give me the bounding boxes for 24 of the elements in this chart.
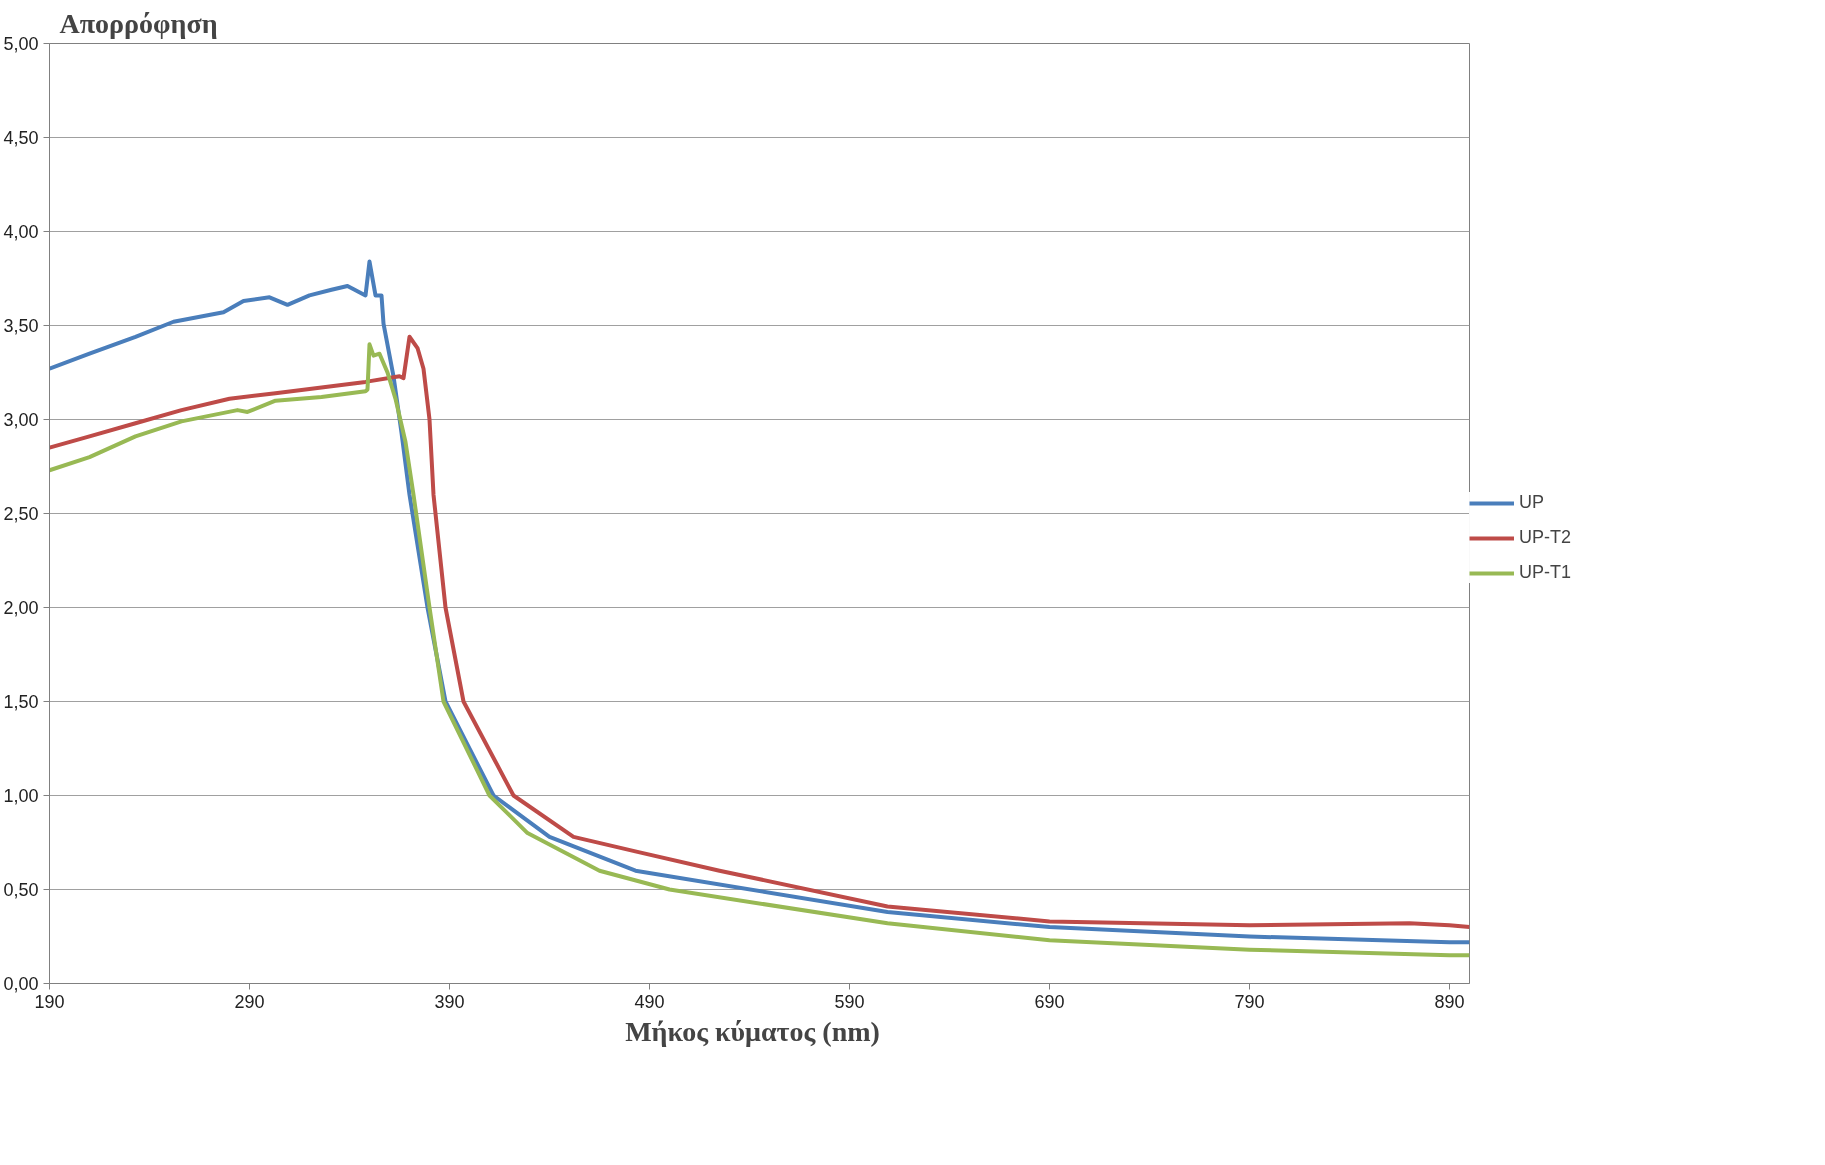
x-tick-label: 490	[634, 991, 665, 1012]
y-tick-label: 3,00	[3, 410, 39, 430]
x-tick-label: 690	[1034, 991, 1065, 1012]
y-tick-label: 4,50	[3, 128, 39, 148]
x-tick-label: 290	[234, 991, 265, 1012]
y-tick-label: 0,50	[3, 880, 39, 900]
legend-label: UP-T1	[1519, 562, 1572, 583]
x-tick-label: 190	[34, 991, 65, 1012]
legend-label: UP	[1519, 492, 1545, 513]
x-tick-label: 890	[1434, 991, 1465, 1012]
x-tick-label: 390	[434, 991, 465, 1012]
chart-title: Απορρόφηση	[59, 7, 218, 39]
y-tick-label: 1,50	[3, 692, 39, 712]
x-axis-title: Μήκος κύματος (nm)	[625, 1015, 880, 1047]
y-tick-label: 4,00	[3, 222, 39, 242]
legend-label: UP-T2	[1519, 527, 1572, 548]
y-tick-label: 5,00	[3, 34, 39, 54]
x-tick-label: 790	[1234, 991, 1265, 1012]
x-tick-label: 590	[834, 991, 865, 1012]
y-tick-label: 2,50	[3, 504, 39, 524]
y-tick-label: 0,00	[3, 974, 39, 994]
y-tick-label: 3,50	[3, 316, 39, 336]
y-tick-label: 1,00	[3, 786, 39, 806]
y-tick-label: 2,00	[3, 598, 39, 618]
